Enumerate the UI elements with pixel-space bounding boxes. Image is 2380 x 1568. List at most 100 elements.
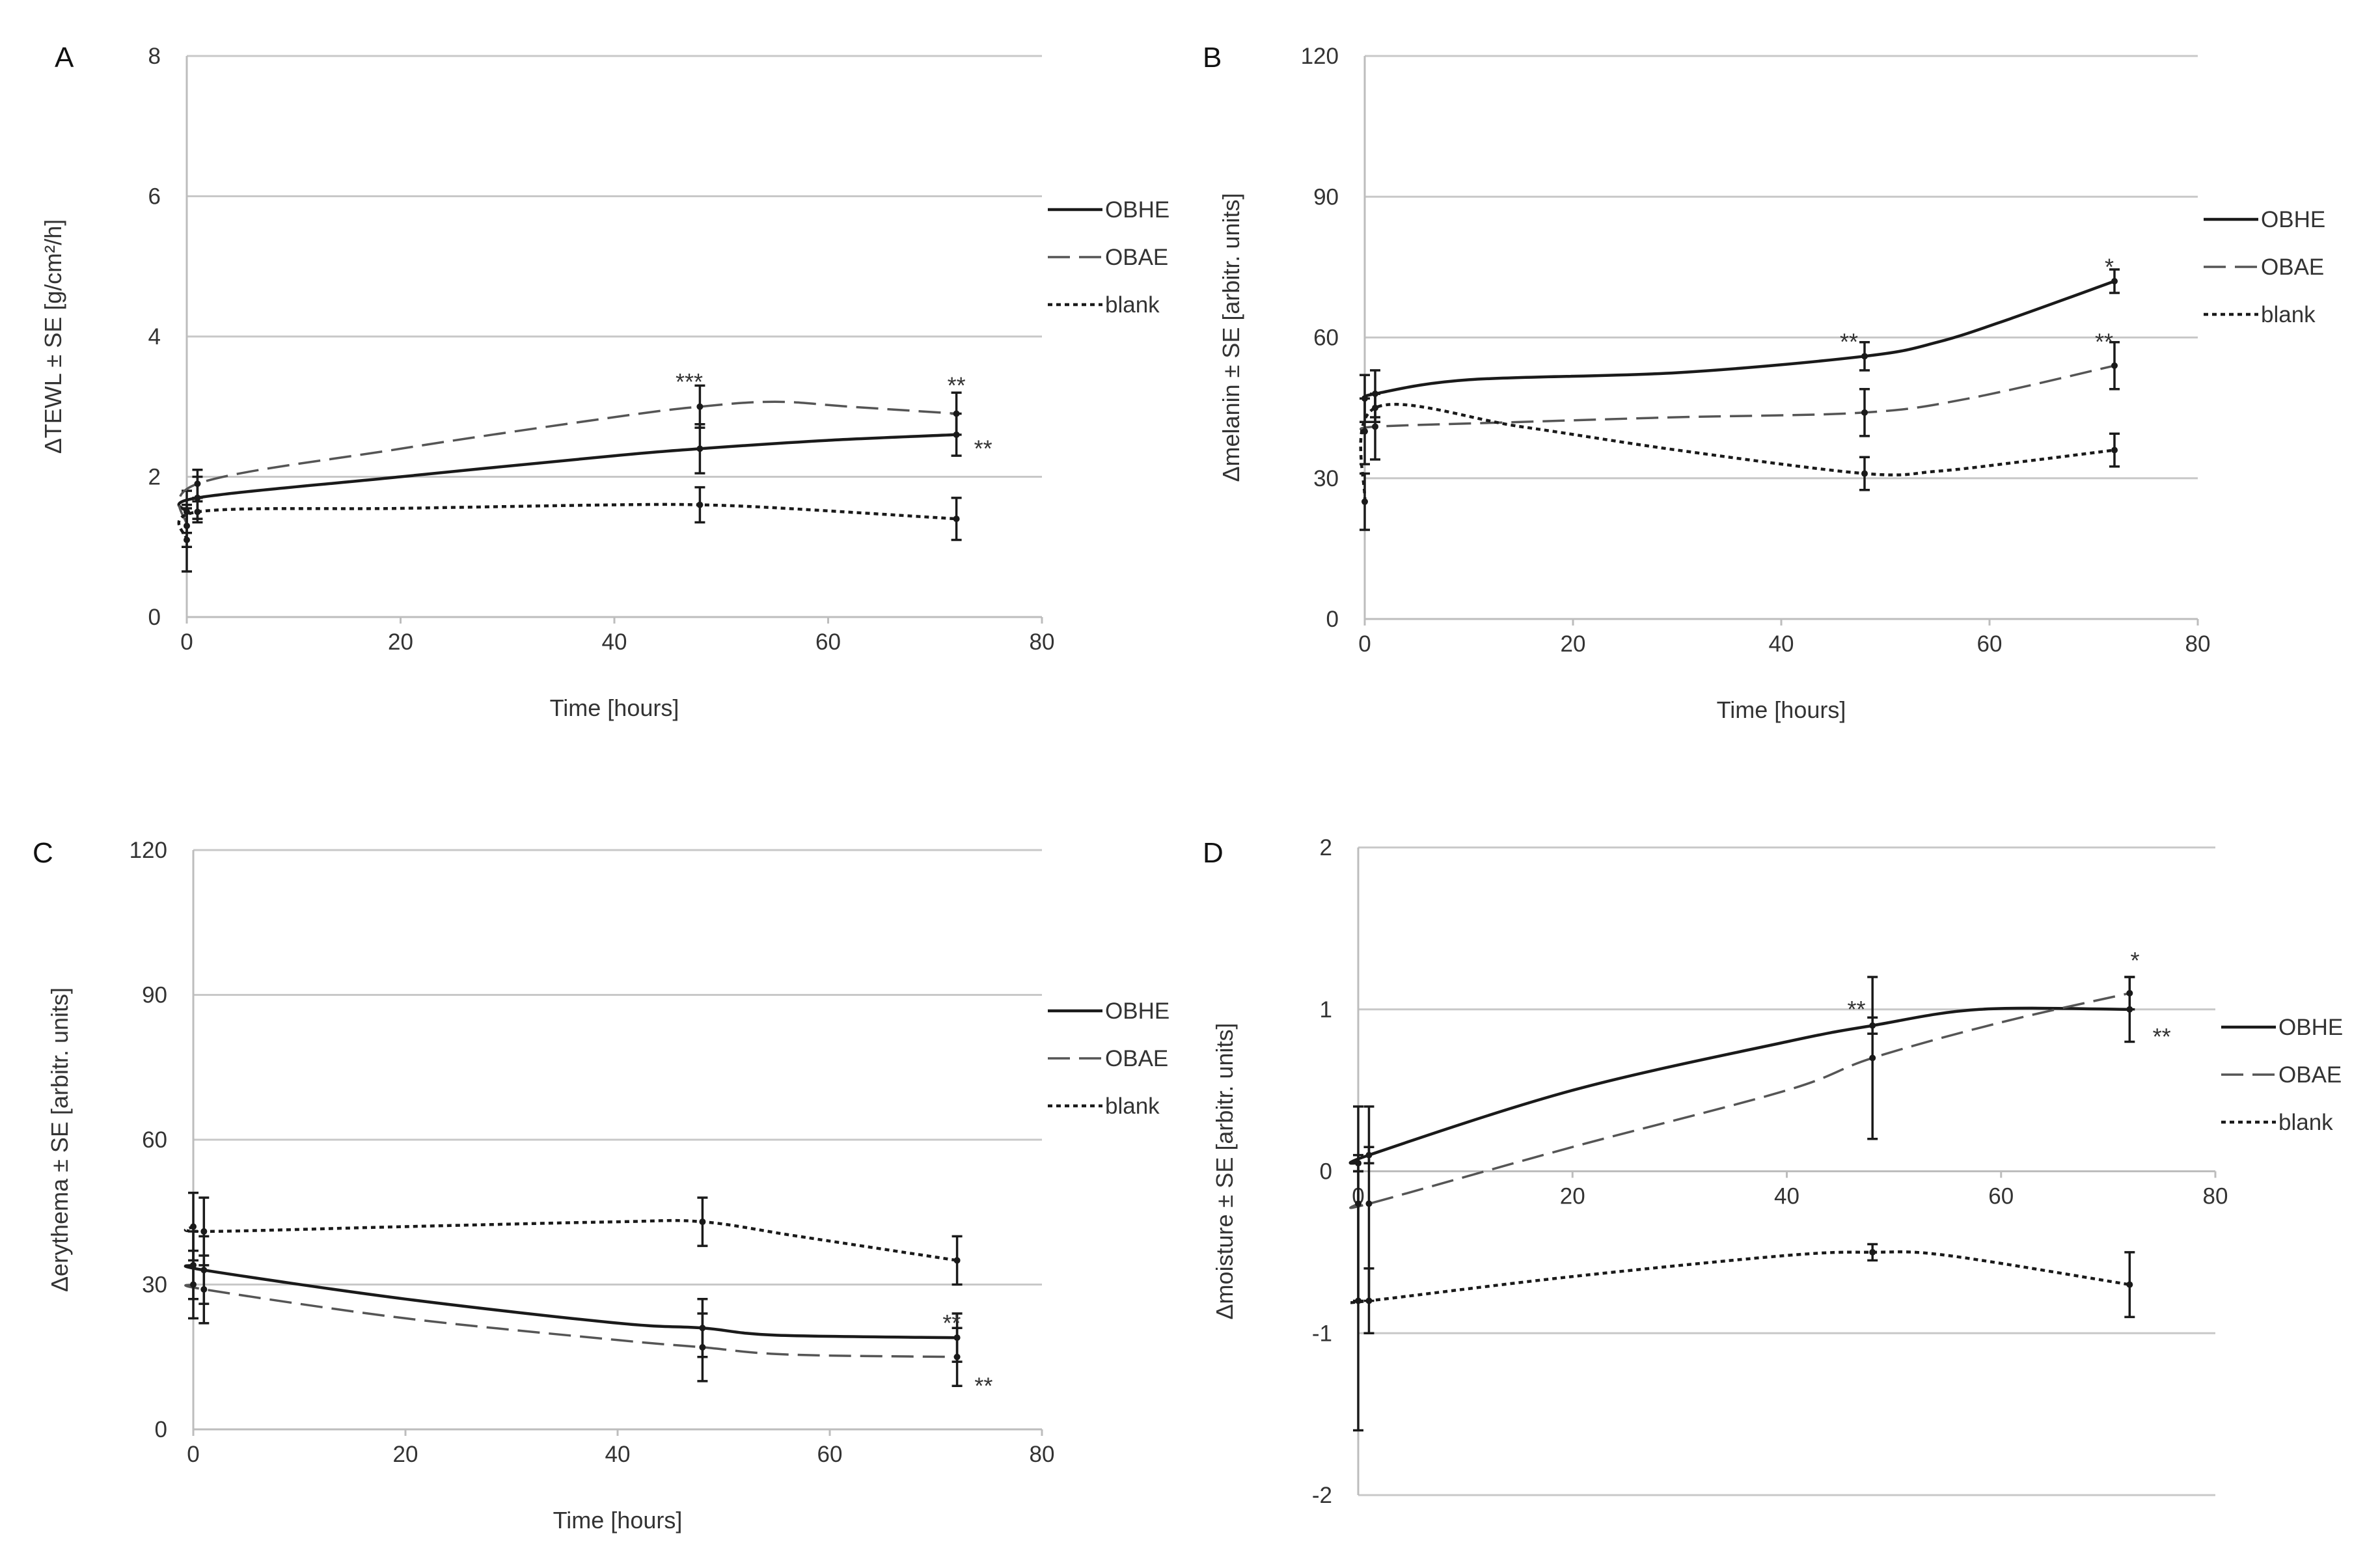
legend-label-obhe: OBHE bbox=[1105, 197, 1169, 223]
data-point-blank bbox=[953, 516, 960, 523]
series-line-obhe bbox=[1348, 1006, 2130, 1165]
significance-marker: ** bbox=[2095, 329, 2113, 355]
data-point-obae bbox=[699, 1343, 706, 1351]
series-line-obhe bbox=[1362, 279, 2115, 400]
panel-letter: C bbox=[33, 837, 53, 869]
data-point-obae bbox=[194, 480, 201, 488]
y-axis-title: Δmelanin ± SE [arbitr. units] bbox=[1218, 193, 1244, 482]
series-line-blank bbox=[1359, 402, 2115, 502]
data-point-obae bbox=[953, 1353, 961, 1360]
legend-label-obhe: OBHE bbox=[2278, 1015, 2343, 1040]
x-tick-label: 60 bbox=[1988, 1184, 2014, 1209]
legend-label-obhe: OBHE bbox=[2261, 207, 2325, 232]
y-tick-label: 120 bbox=[1301, 44, 1339, 69]
y-tick-label: 90 bbox=[142, 983, 167, 1008]
data-point-obhe bbox=[1861, 353, 1868, 360]
y-tick-label: 2 bbox=[1320, 835, 1332, 860]
y-tick-label: 30 bbox=[1313, 466, 1339, 491]
series-line-blank bbox=[177, 502, 957, 541]
data-point-blank bbox=[1869, 1248, 1876, 1256]
panel-letter: D bbox=[1203, 837, 1224, 869]
data-point-obae bbox=[1365, 1200, 1373, 1207]
data-point-obae bbox=[1869, 1054, 1876, 1062]
x-tick-label: 20 bbox=[388, 629, 413, 655]
chart-panel-a: 0 20 40 60 80 0 2 4 6 8 Time [hours] ΔTEWL ± SE [g/… bbox=[40, 42, 1169, 721]
series-line-obhe bbox=[184, 1263, 957, 1340]
series-line-obae bbox=[184, 1283, 957, 1358]
y-tick-label: -2 bbox=[1312, 1483, 1332, 1508]
x-tick-label: 40 bbox=[602, 629, 627, 655]
significance-marker: ** bbox=[974, 1372, 992, 1399]
y-tick-label: 6 bbox=[148, 184, 161, 210]
series-line-obae bbox=[1349, 992, 2130, 1209]
significance-marker: ** bbox=[1840, 329, 1858, 355]
series-line-blank bbox=[184, 1218, 957, 1262]
x-tick-label: 40 bbox=[605, 1442, 631, 1467]
legend-label-obae: OBAE bbox=[1105, 1046, 1168, 1071]
significance-marker: * bbox=[2131, 947, 2140, 974]
data-point-obae bbox=[1361, 428, 1368, 435]
data-point-obhe bbox=[696, 445, 704, 452]
legend: OBHE OBAE blank bbox=[1048, 197, 1169, 318]
data-point-obae bbox=[2126, 989, 2133, 997]
data-point-blank bbox=[194, 508, 201, 516]
y-tick-label: 0 bbox=[1320, 1159, 1332, 1185]
series-line-blank bbox=[1348, 1250, 2130, 1304]
x-tick-label: 20 bbox=[1560, 1184, 1585, 1209]
legend: OBHE OBAE blank bbox=[2204, 207, 2325, 327]
x-tick-label: 80 bbox=[1030, 1442, 1055, 1467]
legend: OBHE OBAE blank bbox=[1048, 998, 1169, 1119]
y-tick-label: 60 bbox=[142, 1127, 167, 1153]
series-line-obae bbox=[178, 400, 957, 527]
y-axis-title: Δerythema ± SE [arbitr. units] bbox=[46, 987, 73, 1292]
x-tick-label: 60 bbox=[1977, 631, 2003, 657]
x-tick-label: 0 bbox=[1358, 631, 1371, 657]
series-line-obae bbox=[1360, 364, 2115, 433]
legend-label-obhe: OBHE bbox=[1105, 998, 1169, 1024]
data-point-blank bbox=[1365, 1297, 1373, 1304]
y-tick-label: 60 bbox=[1313, 325, 1339, 351]
x-tick-label: 20 bbox=[1561, 631, 1586, 657]
y-axis-title: ΔTEWL ± SE [g/cm²/h] bbox=[40, 219, 66, 454]
data-point-blank bbox=[1355, 1297, 1361, 1304]
data-point-blank bbox=[953, 1257, 961, 1264]
legend-label-blank: blank bbox=[1105, 1093, 1160, 1119]
y-tick-label: 1 bbox=[1320, 997, 1332, 1023]
y-tick-label: 2 bbox=[148, 465, 161, 490]
y-tick-label: -1 bbox=[1312, 1321, 1332, 1346]
x-tick-label: 40 bbox=[1769, 631, 1794, 657]
legend-label-obae: OBAE bbox=[2278, 1062, 2342, 1088]
data-point-blank bbox=[2111, 447, 2118, 454]
series-line-obhe bbox=[177, 433, 957, 514]
y-tick-label: 30 bbox=[142, 1272, 167, 1298]
significance-marker: ** bbox=[948, 372, 966, 398]
chart-panel-b: 0 20 40 60 80 0 30 60 90 120 Time [hours] Δmelanin … bbox=[1203, 42, 2325, 723]
data-point-blank bbox=[1361, 498, 1368, 505]
data-point-blank bbox=[2126, 1281, 2133, 1288]
legend-label-blank: blank bbox=[1105, 292, 1160, 318]
x-tick-label: 60 bbox=[817, 1442, 843, 1467]
significance-marker: ** bbox=[2153, 1023, 2171, 1050]
data-point-obhe bbox=[2111, 278, 2118, 284]
data-point-obae bbox=[200, 1286, 208, 1293]
y-tick-label: 0 bbox=[148, 605, 161, 630]
data-point-obae bbox=[1372, 423, 1378, 430]
legend-label-obae: OBAE bbox=[2261, 254, 2324, 280]
y-axis-title: Δmoisture ± SE [arbitr. units] bbox=[1211, 1023, 1238, 1320]
significance-marker: ** bbox=[942, 1310, 961, 1336]
panel-letter: A bbox=[55, 42, 74, 74]
y-tick-label: 0 bbox=[155, 1417, 167, 1442]
x-tick-label: 60 bbox=[815, 629, 841, 655]
x-tick-label: 20 bbox=[393, 1442, 418, 1467]
legend-label-blank: blank bbox=[2261, 302, 2316, 327]
data-point-blank bbox=[1861, 470, 1868, 477]
data-point-obae bbox=[190, 1281, 197, 1288]
panel-letter: B bbox=[1203, 42, 1222, 74]
data-point-blank bbox=[699, 1218, 706, 1226]
y-tick-label: 90 bbox=[1313, 184, 1339, 210]
significance-marker: *** bbox=[676, 368, 703, 395]
legend-label-obae: OBAE bbox=[1105, 245, 1168, 270]
significance-marker: ** bbox=[974, 435, 992, 461]
